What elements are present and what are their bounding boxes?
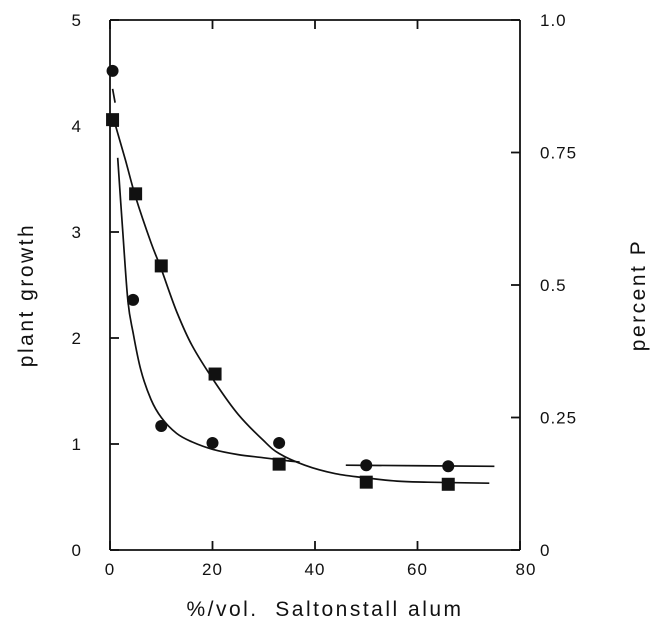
- y-right-tick-label: 0.25: [540, 409, 577, 428]
- x-tick-label: 80: [516, 560, 537, 579]
- circle-data-point: [442, 460, 454, 472]
- circle-data-point: [127, 294, 139, 306]
- square-data-point: [129, 187, 142, 200]
- circle-data-point: [107, 65, 119, 77]
- square-data-point: [442, 478, 455, 491]
- data-markers: [106, 65, 455, 491]
- right-y-axis-title: percent P: [627, 239, 650, 351]
- circle-data-point: [273, 437, 285, 449]
- y-left-tick-label: 0: [72, 541, 82, 560]
- circle-series-fit-curve: [118, 158, 300, 462]
- y-right-tick-label: 0.75: [540, 144, 577, 163]
- square-data-point: [273, 458, 286, 471]
- y-left-tick-label: 4: [72, 117, 82, 136]
- square-data-point: [360, 476, 373, 489]
- plot-frame: [110, 20, 520, 550]
- y-left-tick-label: 1: [72, 435, 82, 454]
- y-left-tick-label: 5: [72, 11, 82, 30]
- fit-curves: [113, 89, 495, 483]
- circle-data-point: [207, 437, 219, 449]
- x-tick-label: 60: [407, 560, 428, 579]
- y-right-ticks: 0 0.25 0.5 0.75 1.0: [511, 11, 577, 560]
- x-tick-label: 0: [105, 560, 115, 579]
- x-tick-label: 20: [202, 560, 223, 579]
- y-left-ticks: 0 1 2 3 4 5: [72, 11, 119, 560]
- left-y-axis-title: plant growth: [15, 223, 38, 367]
- x-axis-title: %/vol. Saltonstall alum: [186, 598, 463, 621]
- y-right-tick-label: 0: [540, 541, 550, 560]
- square-data-point: [106, 113, 119, 126]
- x-ticks: 0 20 40 60 80: [105, 20, 537, 579]
- circle-data-point: [360, 459, 372, 471]
- y-left-tick-label: 3: [72, 223, 82, 242]
- square-data-point: [155, 259, 168, 272]
- circle-series-fit-curve: [113, 89, 116, 103]
- y-right-tick-label: 1.0: [540, 11, 567, 30]
- y-left-tick-label: 2: [72, 329, 82, 348]
- circle-data-point: [155, 420, 167, 432]
- square-data-point: [209, 368, 222, 381]
- x-tick-label: 40: [305, 560, 326, 579]
- square-series-fit-curve: [113, 115, 490, 483]
- y-right-tick-label: 0.5: [540, 276, 567, 295]
